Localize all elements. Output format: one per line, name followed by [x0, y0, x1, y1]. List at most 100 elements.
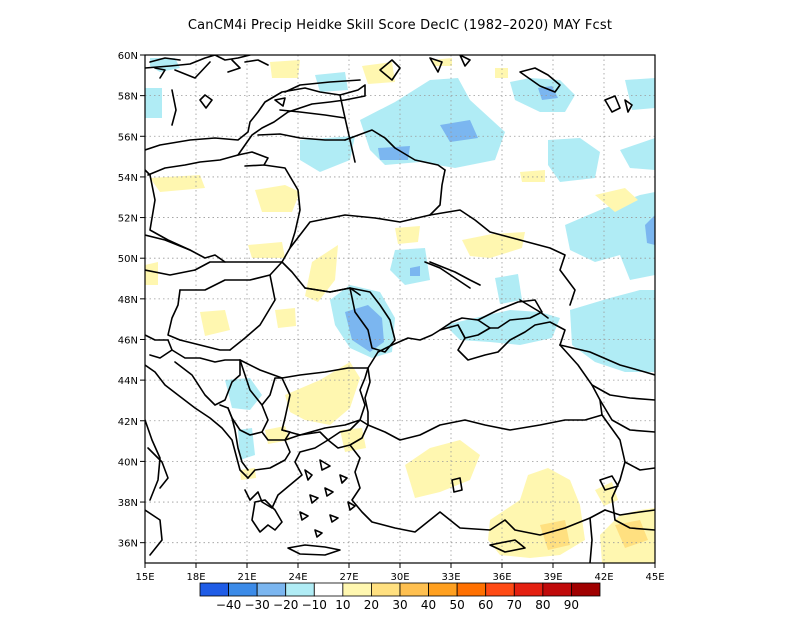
colorbar-swatch	[371, 582, 401, 597]
scandinavia-coast	[145, 55, 216, 126]
x-axis: 15E 18E 21E 24E 27E 30E 33E 36E 39E 42E 45E	[135, 563, 665, 583]
colorbar-swatch	[313, 582, 344, 597]
russia-baltic-border	[339, 94, 356, 163]
hungary-austria-border	[167, 289, 181, 341]
italy-coast	[145, 419, 163, 556]
y-tick-label: 48N	[118, 295, 138, 306]
y-tick-label: 52N	[118, 214, 138, 225]
gulf-of-finland-coast	[284, 79, 361, 93]
colorbar-swatch	[571, 582, 601, 597]
gotland-saaremaa	[199, 94, 286, 109]
shade-light-yellow	[488, 468, 585, 558]
colorbar-label: −40	[216, 598, 241, 612]
croatia-bosnia-border	[171, 349, 241, 363]
colorbar-label: −10	[302, 598, 327, 612]
czech-slovakia-border	[194, 261, 226, 271]
chart-title: CanCM4i Precip Heidke Skill Score DecIC …	[187, 18, 613, 33]
shade-mid-blue	[645, 215, 655, 245]
turkey-east-border	[601, 414, 655, 531]
shade-light-blue	[495, 274, 522, 304]
shade-light-yellow	[462, 232, 525, 258]
lake-tuz	[451, 477, 463, 493]
bosnia-outline	[174, 359, 241, 406]
colorbar-label: 40	[421, 598, 436, 612]
shade-mid-blue	[440, 120, 478, 142]
y-tick-label: 44N	[118, 376, 138, 387]
y-tick-label: 58N	[118, 92, 138, 103]
ukraine-russia-border	[429, 209, 576, 306]
dnieper-reservoir	[424, 261, 471, 289]
y-tick-label: 38N	[118, 498, 138, 509]
belarus-russia-border	[429, 169, 446, 216]
cyprus	[489, 539, 526, 553]
x-tick-label: 39E	[543, 572, 562, 583]
x-tick-label: 24E	[288, 572, 307, 583]
caucasus-borders	[559, 344, 655, 433]
bulgaria-outline	[281, 367, 369, 436]
white-sea-region	[519, 67, 561, 93]
colorbar-swatch	[256, 582, 287, 597]
x-tick-label: 30E	[390, 572, 409, 583]
shade-mid-blue	[378, 146, 410, 160]
y-tick-label: 60N	[118, 51, 138, 62]
shade-light-yellow	[145, 262, 158, 285]
shade-light-yellow	[595, 188, 638, 212]
peloponnese	[251, 499, 283, 533]
aegean-turkey-coast	[349, 444, 606, 536]
crete	[287, 544, 341, 556]
shade-light-yellow	[200, 310, 230, 336]
colorbar-swatch	[513, 582, 544, 597]
germany-poland-border	[145, 169, 191, 251]
shade-light-yellow	[305, 245, 338, 302]
colorbar: −40 −30 −20 −10 10 20 30 40 50 60 70 80 90	[199, 582, 601, 612]
romania-hungary-border	[229, 274, 276, 351]
crimea	[439, 317, 491, 339]
serbia-outline	[227, 359, 269, 436]
colorbar-swatch	[285, 582, 315, 597]
hungary-croatia-border	[179, 339, 231, 351]
colorbar-swatch	[199, 582, 229, 597]
colorbar-swatch	[228, 582, 258, 597]
ladoga-onega	[379, 55, 471, 81]
czech-poland-border	[145, 234, 283, 263]
colorbar-label: 90	[564, 598, 579, 612]
shade-light-blue	[445, 310, 560, 345]
colorbar-swatch	[456, 582, 487, 597]
levant-coast	[589, 517, 593, 563]
italy-heel	[147, 447, 169, 489]
shade-yellow	[615, 520, 648, 548]
shade-light-yellow	[248, 242, 285, 258]
x-tick-label: 45E	[645, 572, 664, 583]
aegean-islands	[299, 459, 356, 538]
colorbar-label: 10	[335, 598, 350, 612]
y-tick-label: 46N	[118, 335, 138, 346]
shade-light-blue	[238, 428, 255, 460]
shade-light-blue	[390, 248, 430, 285]
greece-mainland	[244, 431, 329, 509]
shade-light-blue	[625, 78, 655, 110]
x-tick-label: 33E	[441, 572, 460, 583]
shade-light-blue	[225, 378, 262, 410]
shade-light-blue	[360, 78, 505, 168]
rivers-lakes-east	[429, 95, 633, 319]
romania-ukraine-border	[304, 287, 351, 293]
latvia-lithuania-border	[257, 133, 346, 141]
finland-coast-bits	[214, 55, 269, 73]
lake-van	[599, 475, 619, 491]
shade-light-yellow	[150, 175, 205, 192]
shade-light-yellow	[275, 308, 296, 328]
colorbar-label: 20	[364, 598, 379, 612]
coastlines-and-borders	[145, 55, 655, 563]
slovakia-hungary-border	[179, 261, 283, 291]
shade-light-blue	[570, 290, 655, 372]
shade-mid-blue	[345, 305, 384, 352]
colorbar-swatch	[542, 582, 572, 597]
colorbar-swatch	[342, 582, 372, 597]
y-tick-label: 54N	[118, 173, 138, 184]
y-tick-label: 40N	[118, 457, 138, 468]
belarus-ukraine-border	[289, 214, 431, 249]
colorbar-label: 30	[392, 598, 407, 612]
adriatic-coast	[145, 364, 249, 479]
x-tick-label: 27E	[339, 572, 358, 583]
